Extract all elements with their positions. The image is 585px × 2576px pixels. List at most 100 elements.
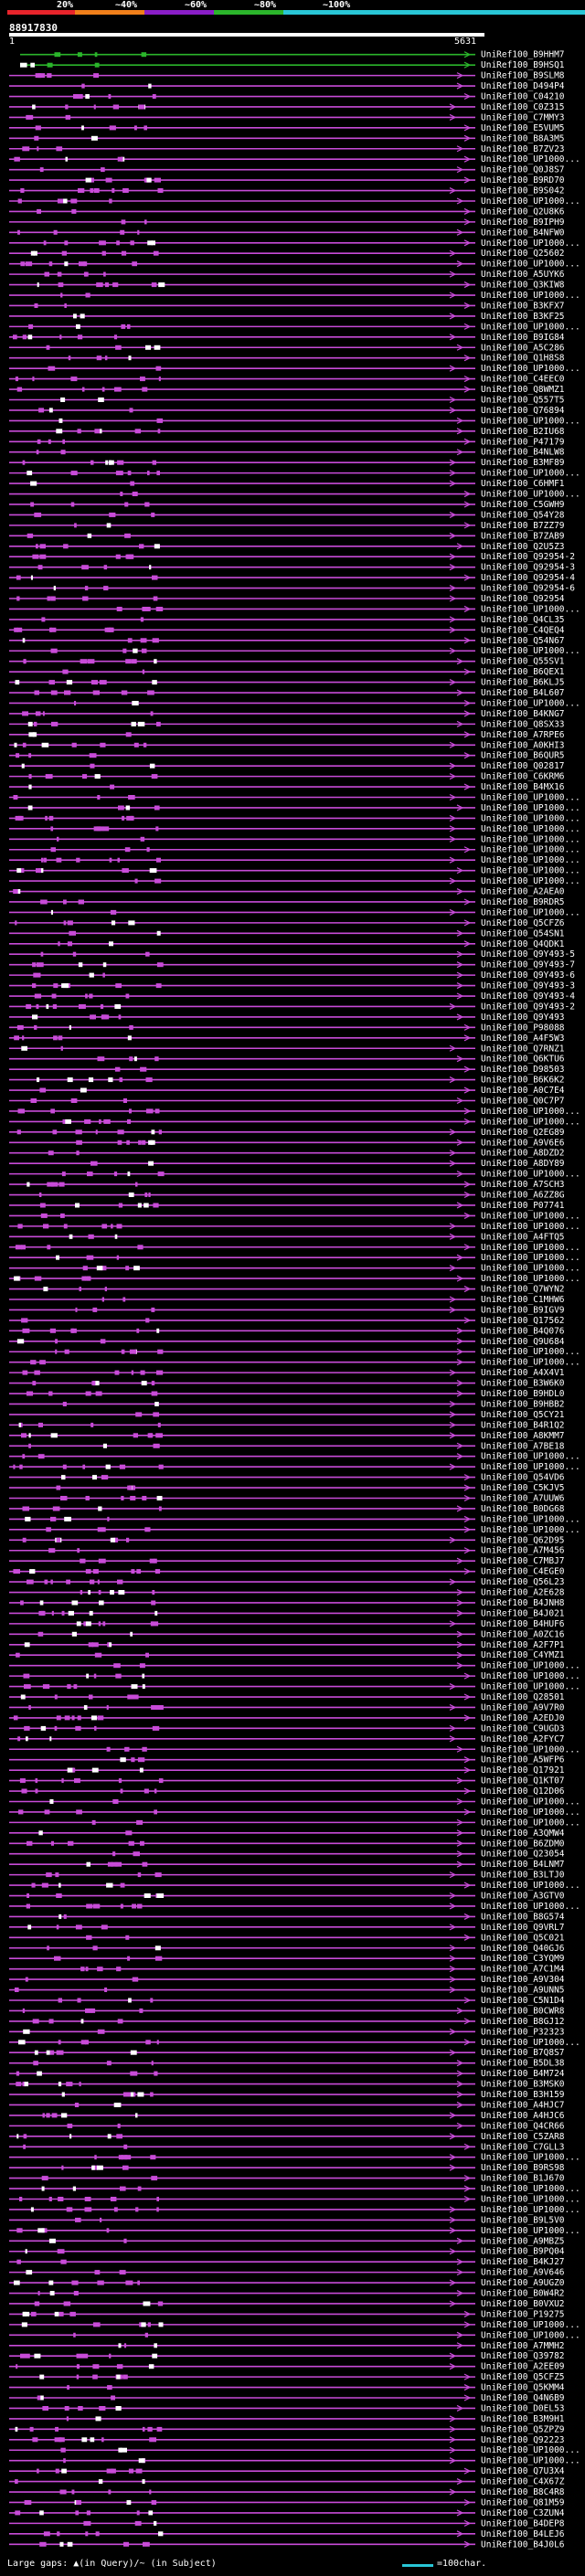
hit-label[interactable]: UniRef100_Q6KTU6 — [481, 1055, 565, 1065]
hit-label[interactable]: UniRef100_Q9Y493-6 — [481, 970, 575, 981]
hit-label[interactable]: UniRef100_UP1000... — [481, 260, 580, 270]
hit-label[interactable]: UniRef100_B4DEP8 — [481, 2518, 565, 2528]
hit-row[interactable]: UniRef100_Q56L23 — [9, 1577, 565, 1587]
hit-row[interactable]: UniRef100_B1J670 — [9, 2174, 565, 2184]
hit-label[interactable]: UniRef100_Q9Y493 — [481, 1012, 565, 1023]
hit-row[interactable]: UniRef100_C0Z315 — [9, 102, 565, 112]
hit-row[interactable]: UniRef100_UP1000... — [9, 1807, 580, 1818]
hit-label[interactable]: UniRef100_Q92954-6 — [481, 584, 575, 594]
hit-row[interactable]: UniRef100_UP1000... — [9, 698, 580, 708]
hit-row[interactable]: UniRef100_C04210 — [9, 92, 565, 102]
hit-label[interactable]: UniRef100_Q17921 — [481, 1765, 565, 1776]
hit-label[interactable]: UniRef100_A9V6E6 — [481, 1138, 565, 1148]
hit-row[interactable]: UniRef100_C5KJV5 — [9, 1483, 565, 1493]
hit-label[interactable]: UniRef100_Q7RNZ1 — [481, 1044, 565, 1054]
hit-label[interactable]: UniRef100_B0VXU2 — [481, 2299, 565, 2309]
hit-row[interactable]: UniRef100_Q5CY21 — [9, 1410, 565, 1420]
hit-row[interactable]: UniRef100_B3KFX7 — [9, 301, 565, 311]
hit-label[interactable]: UniRef100_A5C286 — [481, 343, 565, 353]
hit-label[interactable]: UniRef100_UP1000... — [481, 291, 580, 301]
hit-row[interactable]: UniRef100_C5ZAR8 — [9, 2132, 565, 2142]
hit-row[interactable]: UniRef100_P47179 — [9, 437, 565, 447]
hit-label[interactable]: UniRef100_UP1000... — [481, 1661, 580, 1671]
hit-row[interactable]: UniRef100_Q9Y493 — [9, 1012, 565, 1023]
hit-label[interactable]: UniRef100_B8C4R8 — [481, 2487, 565, 2497]
hit-label[interactable]: UniRef100_UP1000... — [481, 2195, 580, 2205]
hit-label[interactable]: UniRef100_Q92954-3 — [481, 563, 575, 573]
hit-label[interactable]: UniRef100_A0ZC16 — [481, 1629, 565, 1639]
hit-label[interactable]: UniRef100_A9UNN5 — [481, 1986, 565, 1996]
hit-row[interactable]: UniRef100_Q76894 — [9, 406, 565, 416]
hit-row[interactable]: UniRef100_UP1000... — [9, 1452, 580, 1462]
hit-row[interactable]: UniRef100_UP1000... — [9, 2184, 580, 2194]
hit-row[interactable]: UniRef100_Q5CFZ5 — [9, 2372, 565, 2382]
hit-row[interactable]: UniRef100_B7ZV23 — [9, 144, 565, 154]
hit-label[interactable]: UniRef100_UP1000... — [481, 1264, 580, 1274]
hit-label[interactable]: UniRef100_C7MMY3 — [481, 112, 565, 122]
hit-row[interactable]: UniRef100_UP1000... — [9, 1881, 580, 1891]
hit-label[interactable]: UniRef100_C5ZAR8 — [481, 2132, 565, 2142]
hit-row[interactable]: UniRef100_UP1000... — [9, 604, 580, 614]
hit-label[interactable]: UniRef100_P47179 — [481, 437, 565, 447]
hit-label[interactable]: UniRef100_A4F5W3 — [481, 1034, 565, 1044]
hit-label[interactable]: UniRef100_B4JNH8 — [481, 1598, 565, 1608]
hit-label[interactable]: UniRef100_Q92954 — [481, 594, 565, 604]
hit-label[interactable]: UniRef100_B4KJ27 — [481, 2257, 565, 2267]
hit-label[interactable]: UniRef100_Q8SX33 — [481, 719, 565, 729]
hit-row[interactable]: UniRef100_UP1000... — [9, 876, 580, 886]
hit-label[interactable]: UniRef100_Q39782 — [481, 2351, 565, 2361]
hit-label[interactable]: UniRef100_Q9Y493-2 — [481, 1002, 575, 1012]
hit-label[interactable]: UniRef100_UP1000... — [481, 469, 580, 479]
hit-label[interactable]: UniRef100_B9IGV9 — [481, 1305, 565, 1315]
hit-label[interactable]: UniRef100_UP1000... — [481, 1253, 580, 1263]
hit-row[interactable]: UniRef100_Q557T5 — [9, 395, 565, 405]
hit-row[interactable]: UniRef100_B4KNG7 — [9, 709, 565, 719]
hit-label[interactable]: UniRef100_B4HUF6 — [481, 1619, 565, 1629]
hit-label[interactable]: UniRef100_Q81M59 — [481, 2497, 565, 2507]
hit-row[interactable]: UniRef100_B7ZAB9 — [9, 531, 565, 541]
hit-row[interactable]: UniRef100_B4NLW8 — [9, 448, 565, 458]
hit-row[interactable]: UniRef100_A9V646 — [9, 2268, 565, 2278]
hit-row[interactable]: UniRef100_B9SLM8 — [9, 71, 565, 81]
hit-row[interactable]: UniRef100_Q7U3X4 — [9, 2466, 565, 2476]
hit-row[interactable]: UniRef100_B0DG68 — [9, 1504, 565, 1514]
hit-row[interactable]: UniRef100_B5DL38 — [9, 2059, 565, 2069]
hit-row[interactable]: UniRef100_UP1000... — [9, 845, 580, 855]
hit-label[interactable]: UniRef100_Q92223 — [481, 2435, 565, 2445]
hit-row[interactable]: UniRef100_C4EEC0 — [9, 375, 565, 385]
hit-row[interactable]: UniRef100_Q39782 — [9, 2351, 565, 2361]
hit-row[interactable]: UniRef100_UP1000... — [9, 416, 580, 426]
hit-row[interactable]: UniRef100_C1MHW6 — [9, 1295, 565, 1305]
hit-label[interactable]: UniRef100_A8DY89 — [481, 1159, 565, 1169]
hit-label[interactable]: UniRef100_A2E628 — [481, 1588, 565, 1598]
hit-label[interactable]: UniRef100_B6KLJ5 — [481, 678, 565, 688]
hit-row[interactable]: UniRef100_A8KMM7 — [9, 1431, 565, 1441]
hit-row[interactable]: UniRef100_UP1000... — [9, 1243, 580, 1253]
hit-label[interactable]: UniRef100_B4M724 — [481, 2069, 565, 2079]
hit-row[interactable]: UniRef100_C6HMF1 — [9, 479, 565, 489]
hit-label[interactable]: UniRef100_UP1000... — [481, 907, 580, 917]
hit-label[interactable]: UniRef100_A4FTQ5 — [481, 1232, 565, 1242]
hit-row[interactable]: UniRef100_A5C286 — [9, 343, 565, 353]
hit-label[interactable]: UniRef100_UP1000... — [481, 239, 580, 249]
hit-label[interactable]: UniRef100_C3ZUN4 — [481, 2508, 565, 2518]
hit-row[interactable]: UniRef100_B4LNM7 — [9, 1860, 565, 1870]
hit-row[interactable]: UniRef100_Q5C021 — [9, 1933, 565, 1943]
hit-row[interactable]: UniRef100_A9V304 — [9, 1975, 565, 1985]
hit-label[interactable]: UniRef100_UP1000... — [481, 866, 580, 876]
hit-row[interactable]: UniRef100_B6QUR5 — [9, 751, 565, 761]
hit-row[interactable]: UniRef100_B4LEJ6 — [9, 2529, 565, 2539]
hit-row[interactable]: UniRef100_UP1000... — [9, 866, 580, 876]
hit-label[interactable]: UniRef100_B0CWR8 — [481, 2006, 565, 2016]
hit-label[interactable]: UniRef100_Q4CL35 — [481, 615, 565, 625]
hit-row[interactable]: UniRef100_UP1000... — [9, 803, 580, 813]
hit-row[interactable]: UniRef100_B7ZZ79 — [9, 521, 565, 531]
hit-row[interactable]: UniRef100_A6ZZ8G — [9, 1191, 565, 1201]
hit-row[interactable]: UniRef100_Q3KIW8 — [9, 281, 565, 291]
hit-row[interactable]: UniRef100_B4JNH8 — [9, 1598, 565, 1608]
hit-label[interactable]: UniRef100_B3KFX7 — [481, 301, 565, 311]
hit-row[interactable]: UniRef100_A8DY89 — [9, 1159, 565, 1169]
hit-row[interactable]: UniRef100_D0EL53 — [9, 2403, 565, 2413]
hit-row[interactable]: UniRef100_A7SCH3 — [9, 1180, 565, 1190]
hit-row[interactable]: UniRef100_UP1000... — [9, 490, 580, 500]
